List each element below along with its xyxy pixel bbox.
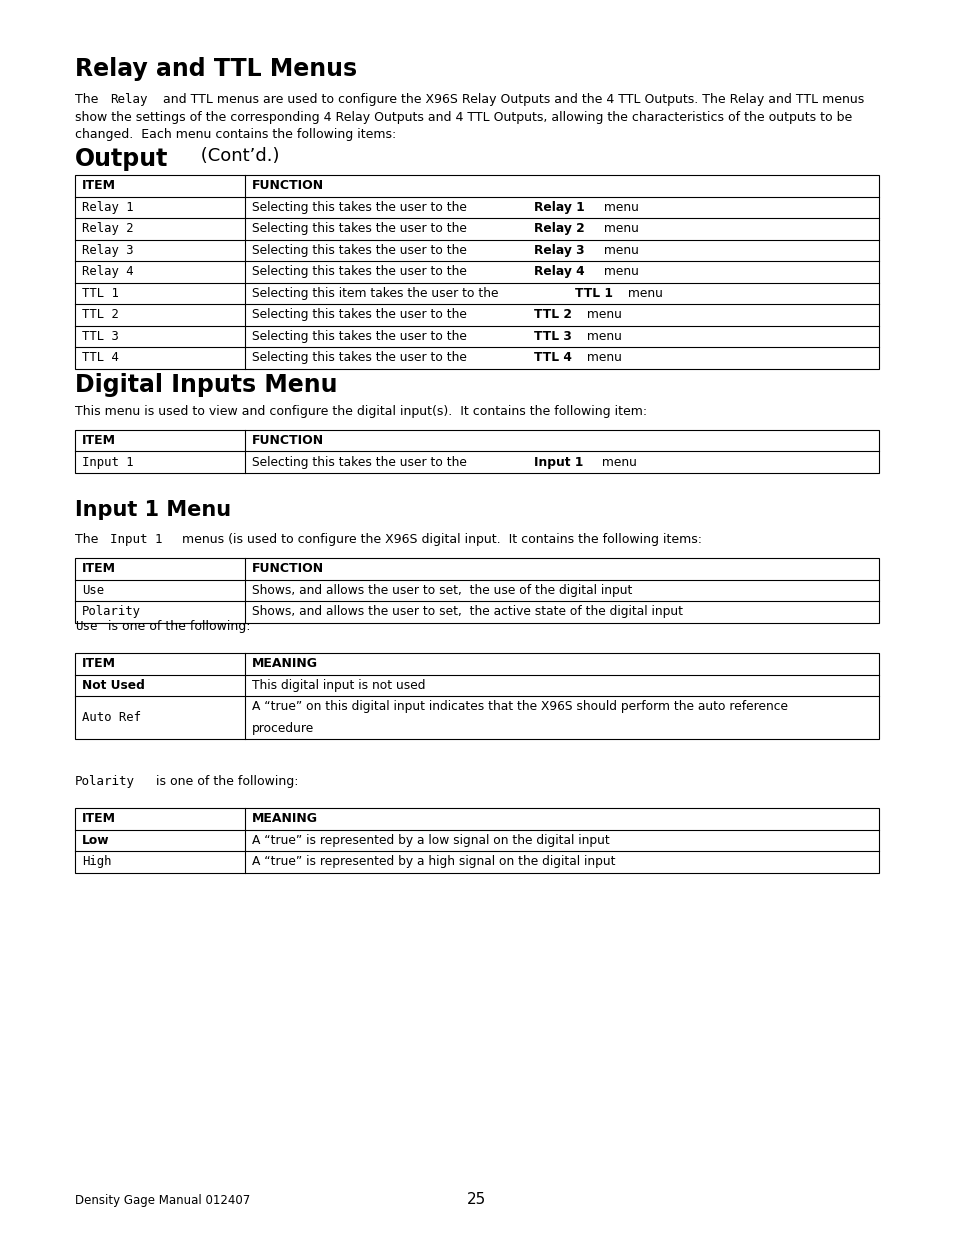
Text: Use: Use: [75, 620, 97, 634]
Text: TTL 2: TTL 2: [534, 309, 572, 321]
Text: FUNCTION: FUNCTION: [252, 179, 324, 193]
Bar: [75, 430, 878, 473]
Text: FUNCTION: FUNCTION: [252, 562, 324, 576]
Text: changed.  Each menu contains the following items:: changed. Each menu contains the followin…: [75, 128, 395, 141]
Text: Density Gage Manual 012407: Density Gage Manual 012407: [75, 1194, 250, 1207]
Text: Selecting this takes the user to the: Selecting this takes the user to the: [252, 266, 470, 278]
Text: Relay 4: Relay 4: [534, 266, 584, 278]
Text: Relay: Relay: [111, 93, 148, 106]
Text: menus (is used to configure the X96S digital input.  It contains the following i: menus (is used to configure the X96S dig…: [178, 534, 701, 546]
Text: ITEM: ITEM: [82, 813, 116, 825]
Text: A “true” on this digital input indicates that the X96S should perform the auto r: A “true” on this digital input indicates…: [252, 700, 787, 713]
Text: Relay and TTL Menus: Relay and TTL Menus: [75, 57, 356, 82]
Text: MEANING: MEANING: [252, 813, 317, 825]
Text: TTL 3: TTL 3: [534, 330, 572, 343]
Text: This digital input is not used: This digital input is not used: [252, 679, 425, 692]
Text: menu: menu: [582, 330, 621, 343]
Text: Output: Output: [75, 147, 168, 170]
Text: Shows, and allows the user to set,  the use of the digital input: Shows, and allows the user to set, the u…: [252, 584, 632, 597]
Text: Selecting this takes the user to the: Selecting this takes the user to the: [252, 351, 470, 364]
Text: TTL 4: TTL 4: [534, 351, 572, 364]
Text: Selecting this takes the user to the: Selecting this takes the user to the: [252, 456, 470, 469]
Text: Relay 1: Relay 1: [534, 201, 584, 214]
Text: Not Used: Not Used: [82, 679, 145, 692]
Text: Relay 3: Relay 3: [534, 243, 584, 257]
Text: TTL 1: TTL 1: [82, 287, 119, 300]
Text: ITEM: ITEM: [82, 435, 116, 447]
Text: The: The: [75, 534, 102, 546]
Text: Polarity: Polarity: [82, 605, 141, 619]
Text: menu: menu: [599, 201, 638, 214]
Text: menu: menu: [582, 309, 621, 321]
Bar: [75, 808, 878, 872]
Text: Low: Low: [82, 834, 110, 847]
Text: ITEM: ITEM: [82, 179, 116, 193]
Text: Use: Use: [82, 584, 104, 597]
Bar: [75, 558, 878, 622]
Text: ITEM: ITEM: [82, 657, 116, 671]
Text: Selecting this takes the user to the: Selecting this takes the user to the: [252, 330, 470, 343]
Text: Selecting this takes the user to the: Selecting this takes the user to the: [252, 222, 470, 235]
Text: A “true” is represented by a low signal on the digital input: A “true” is represented by a low signal …: [252, 834, 609, 847]
Text: menu: menu: [582, 351, 621, 364]
Text: Selecting this item takes the user to the: Selecting this item takes the user to th…: [252, 287, 502, 300]
Text: High: High: [82, 856, 112, 868]
Text: Digital Inputs Menu: Digital Inputs Menu: [75, 373, 337, 396]
Text: Relay 3: Relay 3: [82, 243, 133, 257]
Text: MEANING: MEANING: [252, 657, 317, 671]
Text: menu: menu: [623, 287, 662, 300]
Text: Relay 4: Relay 4: [82, 266, 133, 278]
Text: menu: menu: [599, 222, 638, 235]
Text: ITEM: ITEM: [82, 562, 116, 576]
Text: procedure: procedure: [252, 722, 314, 735]
Text: TTL 1: TTL 1: [575, 287, 613, 300]
Text: Selecting this takes the user to the: Selecting this takes the user to the: [252, 243, 470, 257]
Text: Selecting this takes the user to the: Selecting this takes the user to the: [252, 309, 470, 321]
Text: TTL 3: TTL 3: [82, 330, 119, 343]
Text: The: The: [75, 93, 102, 106]
Text: show the settings of the corresponding 4 Relay Outputs and 4 TTL Outputs, allowi: show the settings of the corresponding 4…: [75, 110, 851, 124]
Bar: [75, 653, 878, 739]
Text: is one of the following:: is one of the following:: [104, 620, 251, 634]
Text: Auto Ref: Auto Ref: [82, 711, 141, 724]
Text: Input 1: Input 1: [111, 534, 163, 546]
Text: menu: menu: [598, 243, 638, 257]
Text: FUNCTION: FUNCTION: [252, 435, 324, 447]
Text: Selecting this takes the user to the: Selecting this takes the user to the: [252, 201, 470, 214]
Text: Input 1 Menu: Input 1 Menu: [75, 500, 231, 520]
Text: 25: 25: [467, 1192, 486, 1207]
Text: TTL 4: TTL 4: [82, 351, 119, 364]
Text: Input 1: Input 1: [82, 456, 133, 469]
Text: Relay 2: Relay 2: [534, 222, 584, 235]
Text: TTL 2: TTL 2: [82, 309, 119, 321]
Text: This menu is used to view and configure the digital input(s).  It contains the f: This menu is used to view and configure …: [75, 405, 646, 417]
Text: Input 1: Input 1: [534, 456, 583, 469]
Text: Shows, and allows the user to set,  the active state of the digital input: Shows, and allows the user to set, the a…: [252, 605, 682, 619]
Text: (Cont’d.): (Cont’d.): [195, 147, 279, 165]
Text: A “true” is represented by a high signal on the digital input: A “true” is represented by a high signal…: [252, 856, 615, 868]
Text: is one of the following:: is one of the following:: [152, 776, 298, 788]
Text: Polarity: Polarity: [75, 776, 135, 788]
Text: menu: menu: [598, 266, 638, 278]
Text: Relay 2: Relay 2: [82, 222, 133, 235]
Text: and TTL menus are used to configure the X96S Relay Outputs and the 4 TTL Outputs: and TTL menus are used to configure the …: [158, 93, 863, 106]
Text: menu: menu: [598, 456, 637, 469]
Bar: [75, 175, 878, 368]
Text: Relay 1: Relay 1: [82, 201, 133, 214]
